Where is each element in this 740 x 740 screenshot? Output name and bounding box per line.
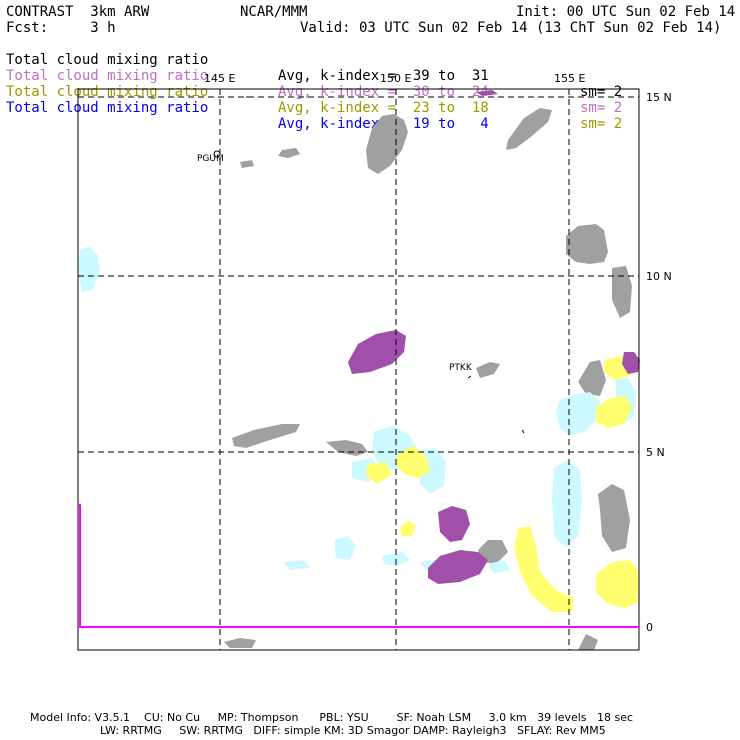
legend-field-name: Total cloud mixing ratio	[6, 52, 209, 68]
lon-label: 155 E	[554, 72, 585, 85]
legend-smoothing: sm= 2	[580, 84, 623, 100]
purple-cloud-patch	[476, 90, 498, 96]
gray-cloud-patch	[598, 484, 630, 552]
gray-cloud-patch	[240, 160, 254, 168]
gray-cloud-patch	[326, 440, 368, 456]
lat-label: 0	[646, 621, 653, 634]
legend-entry: Total cloud mixing ratio Avg, k-index = …	[6, 52, 622, 116]
gray-cloud-patch	[476, 362, 500, 378]
lat-label: 15 N	[646, 91, 672, 104]
model-info-line2: LW: RRTMG SW: RRTMG DIFF: simple KM: 3D …	[100, 724, 606, 737]
legend-field-name: Total cloud mixing ratio	[6, 84, 209, 100]
purple-cloud-patch	[428, 550, 488, 584]
gray-cloud-patch	[224, 638, 256, 648]
cyan-cloud-patch	[556, 392, 600, 436]
island-marks	[213, 96, 525, 434]
magenta-boundary	[78, 504, 639, 628]
station-label-pgum: PGUM	[197, 154, 224, 164]
station-label-ptkk: PTKK	[449, 363, 473, 373]
purple-cloud-layer	[348, 90, 640, 584]
legend-entry: Total cloud mixing ratio Avg, k-index = …	[6, 68, 622, 132]
legend-smoothing: sm= 2	[580, 116, 623, 132]
map-frame	[77, 88, 640, 651]
island-mark	[521, 429, 525, 434]
gray-cloud-patch	[578, 634, 598, 650]
gray-cloud-layer	[224, 108, 632, 650]
gray-cloud-patch	[278, 148, 300, 158]
org-label: NCAR/MMM	[240, 4, 308, 20]
legend-range: Avg, k-index = 23 to 18	[278, 100, 489, 116]
lon-label: 145 E	[204, 72, 235, 85]
purple-cloud-patch	[622, 352, 640, 374]
forecast-hour: Fcst: 3 h	[6, 20, 116, 36]
gray-cloud-patch	[232, 424, 300, 448]
guam-island-mark	[213, 150, 221, 158]
lat-label: 5 N	[646, 446, 665, 459]
cyan-cloud-patch	[552, 460, 582, 548]
yellow-cloud-patch	[514, 526, 574, 612]
valid-time: Valid: 03 UTC Sun 02 Feb 14 (13 ChT Sun …	[300, 20, 722, 36]
purple-cloud-patch	[348, 330, 406, 374]
cyan-cloud-patch	[284, 560, 310, 570]
cyan-cloud-patch	[488, 560, 510, 574]
yellow-cloud-patch	[394, 446, 430, 478]
legend-field-name: Total cloud mixing ratio	[6, 68, 209, 84]
legend-range: Avg, k-index = 30 to 24	[278, 84, 489, 100]
legend-range: Avg, k-index = 39 to 31	[278, 68, 489, 84]
gray-cloud-patch	[366, 114, 408, 174]
yellow-cloud-patch	[400, 520, 416, 536]
yellow-cloud-layer	[366, 356, 638, 612]
gray-cloud-patch	[578, 360, 606, 396]
init-time: Init: 00 UTC Sun 02 Feb 14	[516, 4, 736, 20]
cyan-cloud-layer	[78, 246, 636, 574]
island-mark	[467, 375, 472, 379]
yellow-cloud-patch	[596, 560, 638, 608]
legend-smoothing: sm= 2	[580, 100, 623, 116]
gray-cloud-patch	[566, 224, 608, 264]
yellow-cloud-patch	[596, 396, 632, 428]
yellow-cloud-patch	[366, 462, 392, 484]
cyan-cloud-patch	[334, 536, 356, 560]
lat-lon-grid	[78, 89, 639, 650]
model-info-line1: Model Info: V3.5.1 CU: No Cu MP: Thompso…	[30, 711, 634, 724]
cyan-cloud-patch	[78, 246, 100, 292]
purple-cloud-patch	[438, 506, 470, 542]
gray-cloud-patch	[612, 266, 632, 318]
model-title: CONTRAST 3km ARW	[6, 4, 150, 20]
lat-label: 10 N	[646, 270, 672, 283]
gray-cloud-patch	[506, 108, 552, 150]
lon-label: 150 E	[380, 72, 411, 85]
legend-entry: Total cloud mixing ratio Avg, k-index = …	[6, 36, 622, 100]
